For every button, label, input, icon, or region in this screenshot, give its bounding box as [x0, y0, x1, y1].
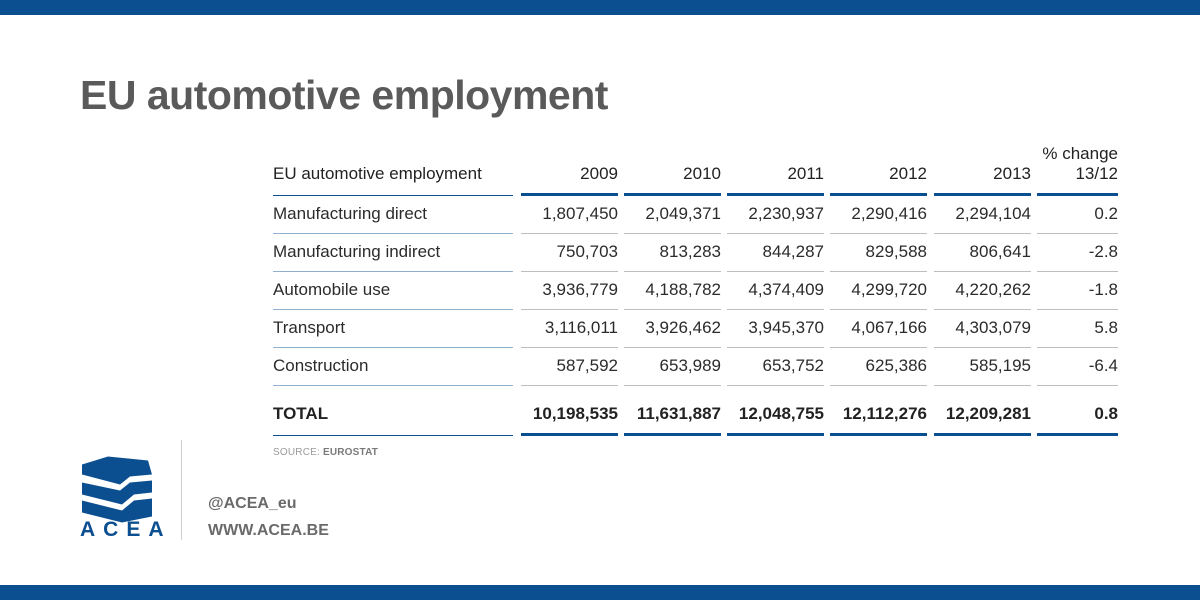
change-header-line2: 13/12 [1075, 164, 1118, 183]
value-cell: 4,220,262 [934, 272, 1031, 310]
employment-table: EU automotive employment 2009 2010 2011 … [273, 140, 1118, 436]
table-row: Construction 587,592 653,989 653,752 625… [273, 348, 1118, 386]
source-prefix: SOURCE: [273, 447, 320, 458]
page-title: EU automotive employment [80, 72, 608, 118]
value-cell: 3,116,011 [521, 310, 618, 348]
bottom-band [0, 585, 1200, 600]
value-cell: 829,588 [830, 234, 927, 272]
change-header-line1: % change [1042, 144, 1118, 163]
value-cell: 2,049,371 [624, 196, 721, 234]
value-cell: 4,303,079 [934, 310, 1031, 348]
value-cell: 3,945,370 [727, 310, 824, 348]
acea-logo-icon [82, 456, 152, 523]
column-header-2010: 2010 [624, 140, 721, 196]
row-label: Manufacturing direct [273, 196, 513, 234]
acea-logo-text: ACEA [80, 518, 172, 541]
value-cell: 585,195 [934, 348, 1031, 386]
table-total-row: TOTAL 10,198,535 11,631,887 12,048,755 1… [273, 386, 1118, 436]
divider [181, 440, 182, 540]
change-cell: 0.2 [1037, 196, 1118, 234]
column-header-label: EU automotive employment [273, 140, 513, 196]
total-value-cell: 11,631,887 [624, 386, 721, 436]
total-value-cell: 12,112,276 [830, 386, 927, 436]
row-label: Transport [273, 310, 513, 348]
value-cell: 750,703 [521, 234, 618, 272]
value-cell: 4,299,720 [830, 272, 927, 310]
top-band [0, 0, 1200, 15]
column-header-2012: 2012 [830, 140, 927, 196]
column-header-2013: 2013 [934, 140, 1031, 196]
change-cell: 5.8 [1037, 310, 1118, 348]
contact-block: @ACEA_eu WWW.ACEA.BE [208, 490, 329, 544]
value-cell: 1,807,450 [521, 196, 618, 234]
table-row: Transport 3,116,011 3,926,462 3,945,370 … [273, 310, 1118, 348]
column-header-2011: 2011 [727, 140, 824, 196]
total-label: TOTAL [273, 386, 513, 436]
twitter-handle[interactable]: @ACEA_eu [208, 495, 297, 512]
value-cell: 625,386 [830, 348, 927, 386]
value-cell: 3,936,779 [521, 272, 618, 310]
value-cell: 806,641 [934, 234, 1031, 272]
total-value-cell: 12,048,755 [727, 386, 824, 436]
table-row: Manufacturing direct 1,807,450 2,049,371… [273, 196, 1118, 234]
table-row: Automobile use 3,936,779 4,188,782 4,374… [273, 272, 1118, 310]
value-cell: 4,067,166 [830, 310, 927, 348]
source-name: EUROSTAT [322, 447, 379, 458]
value-cell: 653,989 [624, 348, 721, 386]
row-label: Manufacturing indirect [273, 234, 513, 272]
value-cell: 2,294,104 [934, 196, 1031, 234]
row-label: Construction [273, 348, 513, 386]
table-header-row: EU automotive employment 2009 2010 2011 … [273, 140, 1118, 196]
website-link[interactable]: WWW.ACEA.BE [208, 522, 329, 539]
change-cell: -6.4 [1037, 348, 1118, 386]
change-cell: -2.8 [1037, 234, 1118, 272]
value-cell: 587,592 [521, 348, 618, 386]
row-label: Automobile use [273, 272, 513, 310]
total-change-cell: 0.8 [1037, 386, 1118, 436]
source-note: SOURCE: EUROSTAT [273, 447, 378, 458]
value-cell: 2,290,416 [830, 196, 927, 234]
change-cell: -1.8 [1037, 272, 1118, 310]
total-value-cell: 10,198,535 [521, 386, 618, 436]
value-cell: 4,374,409 [727, 272, 824, 310]
table-row: Manufacturing indirect 750,703 813,283 8… [273, 234, 1118, 272]
value-cell: 653,752 [727, 348, 824, 386]
value-cell: 4,188,782 [624, 272, 721, 310]
value-cell: 844,287 [727, 234, 824, 272]
value-cell: 3,926,462 [624, 310, 721, 348]
value-cell: 813,283 [624, 234, 721, 272]
column-header-change: % change 13/12 [1037, 140, 1118, 196]
value-cell: 2,230,937 [727, 196, 824, 234]
column-header-2009: 2009 [521, 140, 618, 196]
total-value-cell: 12,209,281 [934, 386, 1031, 436]
